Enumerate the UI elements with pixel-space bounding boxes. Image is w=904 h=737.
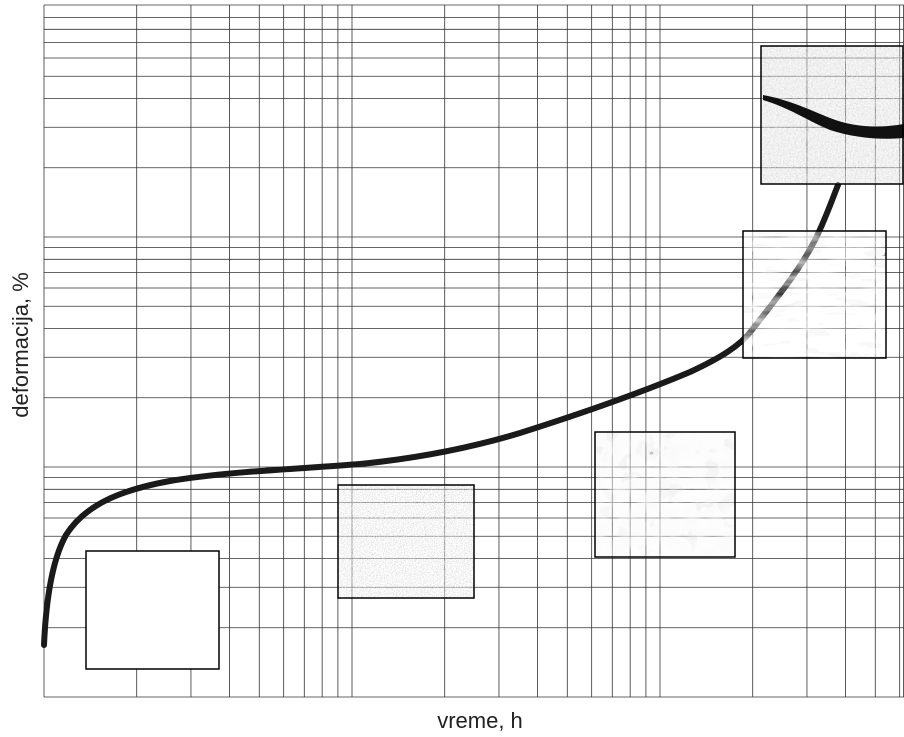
x-axis-label: vreme, h: [437, 708, 523, 733]
micrograph: [337, 484, 475, 599]
micrograph: [760, 45, 904, 185]
micrograph: [742, 230, 887, 359]
micrograph: [594, 431, 736, 558]
micrograph: [85, 550, 220, 670]
y-axis-label: deformacija, %: [8, 272, 33, 418]
